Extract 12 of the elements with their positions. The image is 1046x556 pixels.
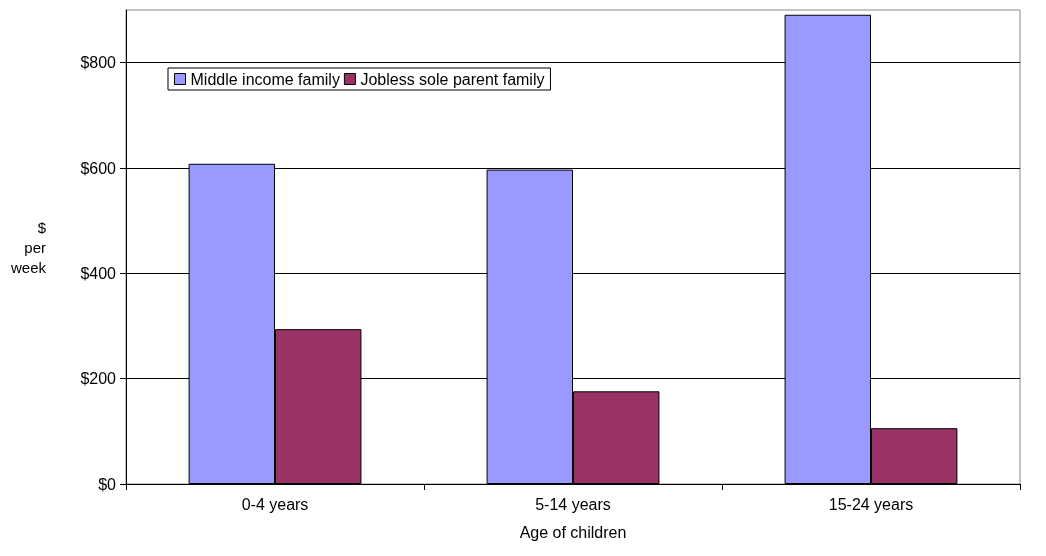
y-tick-label: $600 xyxy=(80,159,117,177)
y-tick-label: $200 xyxy=(80,370,117,388)
x-tick-label: 15-24 years xyxy=(828,495,914,513)
x-tick-label: 5-14 years xyxy=(535,495,611,513)
y-tick-label: $0 xyxy=(98,475,117,493)
y-tick-label: $800 xyxy=(80,54,117,72)
legend-label: Middle income family xyxy=(190,70,340,88)
y-tick-label: $400 xyxy=(80,264,117,282)
x-axis-title: Age of children xyxy=(519,523,627,541)
x-tick-label: 0-4 years xyxy=(241,495,309,513)
legend-label: Jobless sole parent family xyxy=(360,70,545,88)
y-axis-title: $ per week xyxy=(9,218,47,276)
